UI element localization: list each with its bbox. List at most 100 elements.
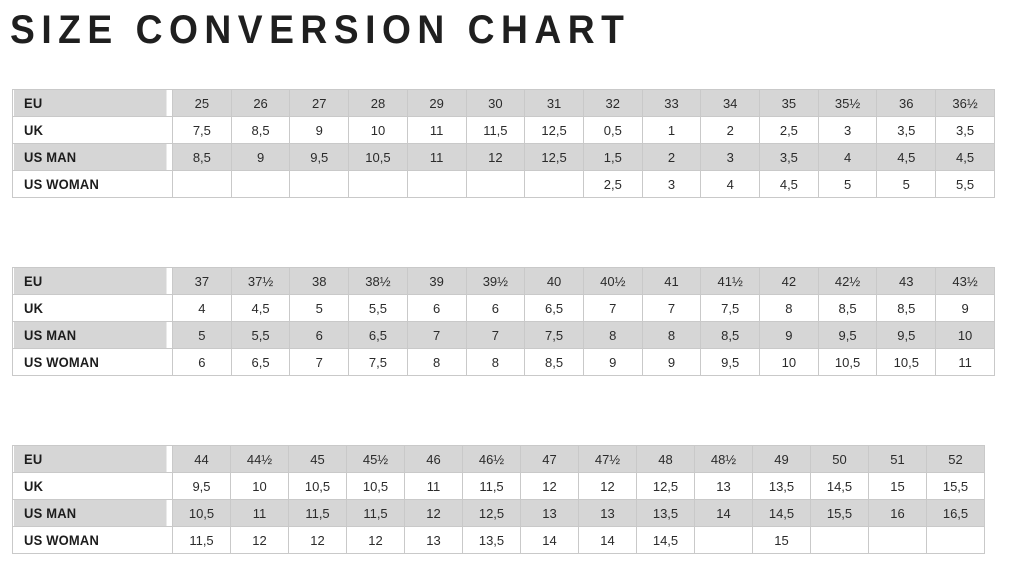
size-cell: 10 <box>230 472 289 500</box>
size-cell: 7,5 <box>524 321 584 349</box>
size-cell: 4,5 <box>876 143 937 171</box>
size-cell: 46½ <box>462 445 521 473</box>
size-cell: 12,5 <box>524 116 584 144</box>
size-cell: 5 <box>876 170 937 198</box>
table-row: UK 9,5 10 10,5 10,5 11 11,5 12 12 12,5 13 13,5 14,5 1… <box>12 472 985 500</box>
size-cell: 9,5 <box>817 321 878 349</box>
size-cell: 10 <box>348 116 408 144</box>
size-cell <box>406 170 467 198</box>
row-label-us-woman: US WOMAN <box>12 170 167 198</box>
size-cell: 8,5 <box>524 348 584 376</box>
size-cell: 10,5 <box>172 499 231 527</box>
size-cell: 37 <box>172 267 232 295</box>
size-cell: 9 <box>289 116 350 144</box>
size-cell: 7 <box>406 321 467 349</box>
size-cell: 27 <box>289 89 350 117</box>
table-row: US MAN 8,5 9 9,5 10,5 11 12 12,5 1,5 2 3 3,5 4 4,5 4,5 <box>12 143 995 171</box>
size-cell: 3,5 <box>935 116 995 144</box>
size-cell: 14 <box>520 526 579 554</box>
size-cell: 13 <box>578 499 637 527</box>
size-cell: 5,5 <box>348 294 408 322</box>
size-cell: 16 <box>868 499 927 527</box>
size-cell: 14 <box>578 526 637 554</box>
row-label-eu: EU <box>12 89 167 117</box>
size-cell: 36 <box>876 89 937 117</box>
size-cell: 9,5 <box>700 348 761 376</box>
size-cell: 10,5 <box>876 348 937 376</box>
size-cell: 10,5 <box>346 472 405 500</box>
size-cell: 48½ <box>694 445 753 473</box>
size-cell: 7 <box>641 294 702 322</box>
size-cell: 46 <box>404 445 463 473</box>
size-cell: 36½ <box>935 89 995 117</box>
size-cell: 11,5 <box>465 116 526 144</box>
size-cell: 1,5 <box>582 143 643 171</box>
size-cell: 11 <box>406 143 467 171</box>
size-cell: 3 <box>700 143 761 171</box>
size-cell: 6,5 <box>348 321 408 349</box>
row-label-us-man: US MAN <box>12 499 167 527</box>
size-cell: 7,5 <box>348 348 408 376</box>
size-cell: 7,5 <box>700 294 761 322</box>
size-cell: 6 <box>289 321 350 349</box>
size-cell: 40 <box>524 267 584 295</box>
size-cell: 1 <box>641 116 702 144</box>
size-cell: 4 <box>817 143 878 171</box>
size-cell: 12 <box>404 499 463 527</box>
row-label-uk: UK <box>12 116 167 144</box>
size-cell: 4,5 <box>759 170 819 198</box>
size-cell <box>289 170 350 198</box>
size-cell: 11 <box>406 116 467 144</box>
size-cell: 13,5 <box>636 499 695 527</box>
size-cell <box>926 526 985 554</box>
size-cell: 51 <box>868 445 927 473</box>
table-row: EU 25 26 27 28 29 30 31 32 33 34 35 35½ 36 36½ <box>12 89 995 117</box>
size-cell <box>868 526 927 554</box>
size-cell: 8 <box>465 348 526 376</box>
size-cell: 14 <box>694 499 753 527</box>
size-cell: 35 <box>759 89 819 117</box>
size-cell: 14,5 <box>810 472 869 500</box>
size-cell: 9 <box>935 294 995 322</box>
page-title: SIZE CONVERSION CHART <box>10 8 631 52</box>
size-cell: 39½ <box>465 267 526 295</box>
size-cell: 40½ <box>582 267 643 295</box>
size-cell: 28 <box>348 89 408 117</box>
size-cell: 5,5 <box>230 321 291 349</box>
size-cell: 3 <box>817 116 878 144</box>
size-cell <box>348 170 408 198</box>
row-label-us-man: US MAN <box>12 321 167 349</box>
table-body-2: EU 44 44½ 45 45½ 46 46½ 47 47½ 48 48½ 49 50 51 52 UK 9,5… <box>12 445 985 554</box>
table-body-1: EU 37 37½ 38 38½ 39 39½ 40 40½ 41 41½ 42 42½ 43 43½ UK 4… <box>12 267 995 376</box>
size-cell: 12 <box>520 472 579 500</box>
size-cell: 10,5 <box>817 348 878 376</box>
size-cell: 13 <box>404 526 463 554</box>
size-cell: 8,5 <box>817 294 878 322</box>
size-cell: 7 <box>582 294 643 322</box>
size-cell: 5 <box>172 321 232 349</box>
size-cell: 10 <box>759 348 819 376</box>
size-cell: 12 <box>288 526 347 554</box>
size-cell: 5 <box>289 294 350 322</box>
size-cell: 9 <box>759 321 819 349</box>
size-cell: 10,5 <box>348 143 408 171</box>
size-cell: 10,5 <box>288 472 347 500</box>
size-cell: 45 <box>288 445 347 473</box>
size-cell <box>172 170 232 198</box>
size-cell: 12,5 <box>636 472 695 500</box>
size-cell: 4 <box>700 170 761 198</box>
size-cell: 6 <box>172 348 232 376</box>
size-cell: 15,5 <box>926 472 985 500</box>
size-cell: 11,5 <box>462 472 521 500</box>
size-cell: 8 <box>759 294 819 322</box>
size-cell: 34 <box>700 89 761 117</box>
row-label-eu: EU <box>12 445 167 473</box>
size-cell: 38½ <box>348 267 408 295</box>
size-cell: 42 <box>759 267 819 295</box>
size-cell: 11,5 <box>288 499 347 527</box>
table-body-0: EU 25 26 27 28 29 30 31 32 33 34 35 35½ 36 36½ UK 7,5 8,5… <box>12 89 995 198</box>
size-cell: 8 <box>641 321 702 349</box>
size-cell: 8 <box>406 348 467 376</box>
size-cell: 26 <box>230 89 291 117</box>
